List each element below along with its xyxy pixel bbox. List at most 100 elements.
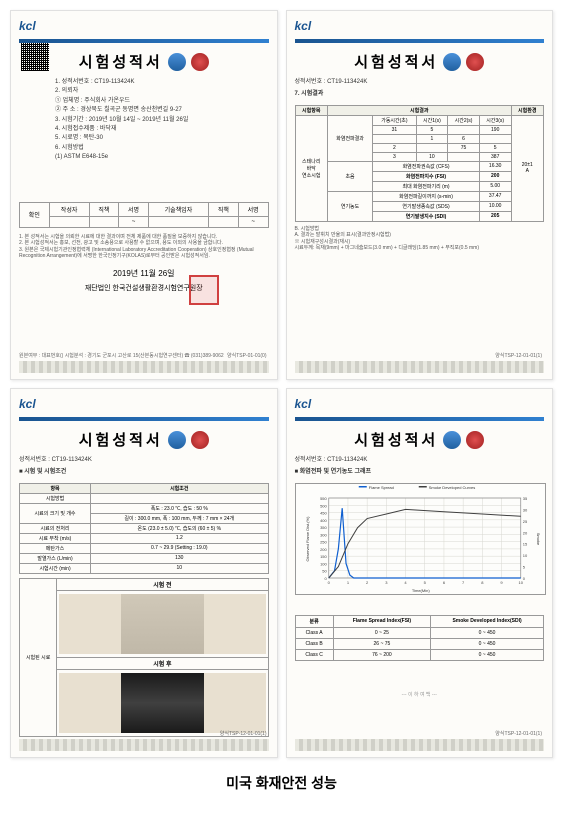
doc-title: 시험성적서 <box>79 429 163 450</box>
svg-text:250: 250 <box>320 539 327 544</box>
footer-contact: 원본여부 : 대표번호() 시험분석 : 경기도 군포시 고산로 15(산본동시… <box>19 352 224 359</box>
cl22: 0 ~ 450 <box>431 649 544 660</box>
product-label: 4. 시험접수제품 : <box>55 126 98 132</box>
m1l: 화염전파지수 (FSI) <box>373 171 480 181</box>
report-no: 성적서번호 : CT19-113424K <box>295 78 545 86</box>
doc-header: kcl <box>19 19 269 43</box>
period-value: 2019년 10월 14일 ~ 2019년 11월 26일 <box>89 117 189 123</box>
kcl-logo: kcl <box>295 19 312 33</box>
d23: 5 <box>479 143 511 152</box>
cr61: 130 <box>91 553 268 563</box>
cr40: 시료 부착 (m/s) <box>20 533 91 543</box>
svg-text:350: 350 <box>320 525 327 530</box>
sig-h2: 직책 <box>89 202 119 216</box>
period-line: 3. 시험기간 : 2019년 10월 14일 ~ 2019년 11월 26일 <box>55 116 269 124</box>
form-code: 양식TSP-12-01-01(1) <box>495 730 542 737</box>
cl11: 26 ~ 75 <box>333 638 430 649</box>
svg-text:4: 4 <box>404 580 407 585</box>
report-page-1: kcl 시험성적서 1. 성적서번호 : CT19-113424K 2. 의뢰자… <box>10 10 278 380</box>
svg-text:550: 550 <box>320 496 327 501</box>
section-label: ■ 시험 및 시험조건 <box>19 468 269 476</box>
product-line: 4. 시험접수제품 : 바닥재 <box>55 125 269 133</box>
company-line: ① 업체명 : 주식회사 가온우드 <box>55 97 269 105</box>
d10 <box>373 134 416 143</box>
security-strip <box>295 739 545 751</box>
kcl-logo: kcl <box>19 397 36 411</box>
m0v: 16.30 <box>479 161 511 171</box>
svg-text:25: 25 <box>522 519 527 524</box>
fine3: 3. 원본은 국제시험기관인정협력체 (International Labora… <box>19 247 269 260</box>
cl00: Class A <box>295 627 333 638</box>
d33: 387 <box>479 152 511 161</box>
before-label: 시험 전 <box>57 578 268 590</box>
svg-text:300: 300 <box>320 532 327 537</box>
sample-label: 5. 시료명 : <box>55 135 82 141</box>
sig-h5: 직책 <box>209 202 239 216</box>
d21 <box>416 143 448 152</box>
th0: 시험항목 <box>295 105 327 115</box>
after-label: 시험 후 <box>57 657 268 669</box>
svg-text:0: 0 <box>327 580 330 585</box>
report-page-2: kcl 시험성적서 성적서번호 : CT19-113424K 7. 시험결과 시… <box>286 10 554 380</box>
svg-text:3: 3 <box>385 580 388 585</box>
issue-date: 2019년 11월 26일 <box>19 268 269 279</box>
cr71: 10 <box>91 563 268 573</box>
sig-c1 <box>49 216 89 227</box>
m5l: 연기발생지수 (SDI) <box>373 211 480 221</box>
sig-c6: ~ <box>238 216 268 227</box>
env-label: A <box>526 168 529 174</box>
kcl-logo: kcl <box>19 19 36 33</box>
svg-text:7: 7 <box>462 580 465 585</box>
m2l: 최대 화염전파기리 (m) <box>373 181 480 191</box>
doc-header: kcl <box>295 19 545 43</box>
svg-text:0: 0 <box>522 576 525 581</box>
svg-text:450: 450 <box>320 510 327 515</box>
cert-badge-blue <box>168 431 186 449</box>
cr31: 온도 (23.0 ± 5.0) ℃, 습도의 (60 ± 5) % <box>91 523 268 533</box>
method-label: 6. 시험방법 <box>55 144 269 152</box>
header-bar <box>295 39 545 43</box>
cert-badge-blue <box>168 53 186 71</box>
svg-text:15: 15 <box>522 541 527 546</box>
security-strip <box>19 739 269 751</box>
svg-text:150: 150 <box>320 554 327 559</box>
m3v: 37.47 <box>479 191 511 201</box>
cr10: 시료의 크기 및 개수 <box>20 503 91 523</box>
address-value: 경상북도 칠곡군 동명면 송산천변길 9-27 <box>80 107 181 113</box>
requester-label: 2. 의뢰자 <box>55 87 269 95</box>
svg-text:1: 1 <box>346 580 349 585</box>
cl21: 76 ~ 200 <box>333 649 430 660</box>
clh2: Smoke Developed Index(SDI) <box>431 615 544 627</box>
d12: 6 <box>448 134 480 143</box>
cr70: 시험시간 (min) <box>20 563 91 573</box>
svg-text:50: 50 <box>322 569 327 574</box>
report-no: 성적서번호 : CT19-113424K <box>295 456 545 464</box>
fine-print: 1. 본 성적서는 시험을 의뢰한 시료에 대한 결과이며 전체 제품에 대한 … <box>19 234 269 260</box>
form-code: 양식TSP-12-01-01(1) <box>495 352 542 359</box>
svg-text:400: 400 <box>320 518 327 523</box>
svg-text:5: 5 <box>423 580 426 585</box>
m3l: 화염전파길이까지 (s-min) <box>373 191 480 201</box>
cl10: Class B <box>295 638 333 649</box>
ch1: 시험조건 <box>91 483 268 493</box>
sh0: 가동시간(초) <box>373 115 416 125</box>
sh2: 시간2(s) <box>448 115 480 125</box>
d31: 10 <box>416 152 448 161</box>
cl20: Class C <box>295 649 333 660</box>
section-label: ■ 화염전파 및 연기농도 그래프 <box>295 468 545 476</box>
d30: 3 <box>373 152 416 161</box>
svg-text:6: 6 <box>442 580 445 585</box>
issuer-text: 재단법인 한국건설생활환경시험연구원장 <box>85 285 203 292</box>
cl12: 0 ~ 450 <box>431 638 544 649</box>
d01: 5 <box>416 125 448 134</box>
clh1: Flame Spread Index(FSI) <box>333 615 430 627</box>
cert-badge-red <box>466 53 484 71</box>
report-page-4: kcl 시험성적서 성적서번호 : CT19-113424K ■ 화염전파 및 … <box>286 388 554 758</box>
doc-title: 시험성적서 <box>354 51 438 72</box>
doc-header: kcl <box>19 397 269 421</box>
official-stamp <box>189 275 219 305</box>
d13 <box>479 134 511 143</box>
cr41: 1.2 <box>91 533 268 543</box>
d02 <box>448 125 480 134</box>
header-bar <box>19 39 269 43</box>
